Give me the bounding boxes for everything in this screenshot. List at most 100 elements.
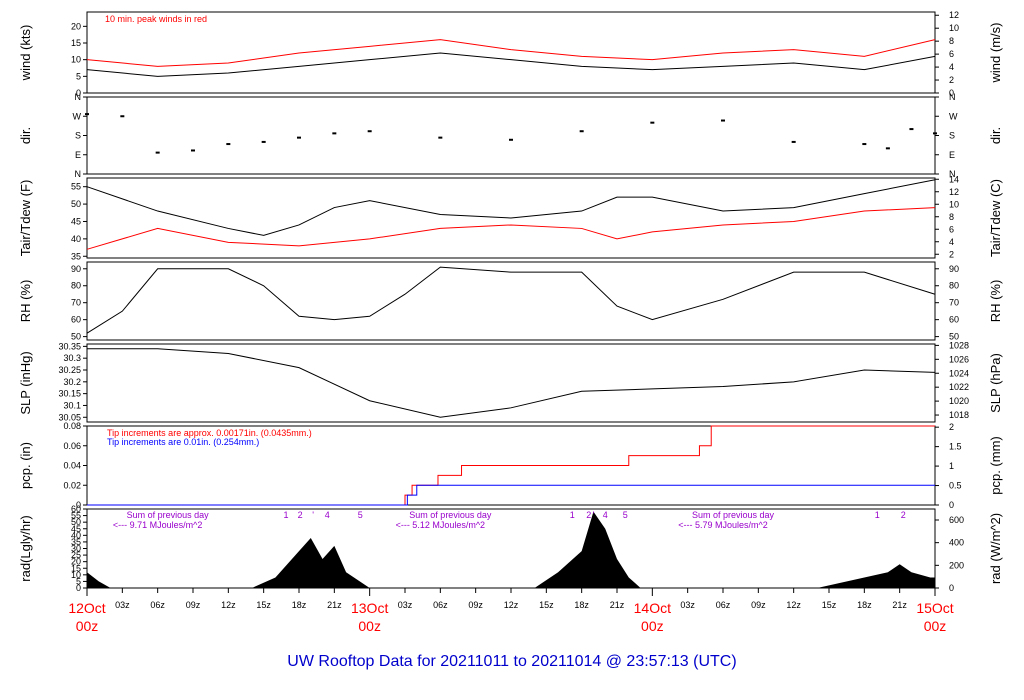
wind-line [86, 52, 936, 77]
rad-left-tick-label: 25 [71, 550, 81, 560]
hour-tick-label: 18z [857, 600, 872, 610]
rad-marker: 5 [623, 510, 628, 520]
hour-tick-label: 15z [822, 600, 837, 610]
pcp-left-tick-label: 0.08 [63, 421, 81, 431]
hour-tick-label: 03z [398, 600, 413, 610]
hour-tick-label: 18z [292, 600, 307, 610]
wind-ylabel-right: wind (m/s) [988, 23, 1003, 84]
dir-point [226, 143, 231, 146]
slp-right-tick-label: 1018 [949, 410, 969, 420]
wind-right-tick-label: 0 [949, 88, 954, 98]
pcp-right-tick-label: 2 [949, 422, 954, 432]
wind-right-tick-label: 2 [949, 75, 954, 85]
temp-right-tick-label: 12 [949, 187, 959, 197]
pcp-annotation-red: Tip increments are approx. 0.00171in. (0… [107, 428, 312, 438]
temp-ylabel: Tair/Tdew (F) [18, 180, 33, 257]
dir-point [509, 138, 513, 141]
dir-frame [86, 96, 936, 175]
day-tick-date: 14Oct [634, 600, 671, 616]
pcp-right-tick-label: 1.5 [949, 442, 962, 452]
dir-right-tick-label: E [949, 150, 955, 160]
rad-frame [86, 508, 936, 589]
rh-right-tick-label: 50 [949, 332, 959, 342]
rad-marker: ' [312, 510, 314, 520]
hour-tick-label: 06z [150, 600, 165, 610]
slp-left-tick-label: 30.15 [58, 389, 81, 399]
dir-point [862, 143, 867, 146]
temp-left-tick-label: 45 [71, 216, 81, 226]
wind-right-tick-label: 6 [949, 49, 954, 59]
rad-marker: 4 [603, 510, 608, 520]
rh-left-tick-label: 90 [71, 264, 81, 274]
rad-left-tick-label: 15 [71, 563, 81, 573]
rad-left-tick-label: 60 [71, 504, 81, 514]
rad-ylabel-right: rad (W/m^2) [988, 513, 1003, 584]
rad-annotation: Sum of previous day [127, 510, 210, 520]
temp-left-tick-label: 40 [71, 234, 81, 244]
rad-annotation: Sum of previous day [409, 510, 492, 520]
slp-frame [86, 343, 936, 423]
temp-line [86, 207, 936, 250]
rad-left-tick-label: 10 [71, 570, 81, 580]
rad-left-tick-label: 50 [71, 517, 81, 527]
hour-tick-label: 12z [786, 600, 801, 610]
dir-point [332, 132, 337, 135]
slp-left-tick-label: 30.3 [63, 353, 81, 363]
rad-left-tick-label: 5 [76, 576, 81, 586]
dir-right-tick-label: W [949, 111, 958, 121]
temp-right-tick-label: 2 [949, 249, 954, 259]
wind-left-tick-label: 10 [71, 55, 81, 65]
dir-right-tick-label: N [949, 92, 956, 102]
panel-temp: 35 40 45 50 55 2 4 6 8 10 12 14 Tair/Tdew (F) Tair/Td… [18, 174, 1003, 261]
pcp-right-tick-label: 0 [949, 500, 954, 510]
slp-right-tick-label: 1028 [949, 340, 969, 350]
rad-right-tick-label: 200 [949, 560, 964, 570]
temp-line [86, 179, 936, 236]
time-axis: 03z 06z 09z 12z 15z 18z 21z 03z 06z 09z 12z 15z 18z 2… [68, 588, 954, 634]
rh-left-tick-label: 60 [71, 315, 81, 325]
rad-right-tick-label: 0 [949, 583, 954, 593]
rad-left-tick-label: 45 [71, 524, 81, 534]
hour-tick-label: 09z [186, 600, 201, 610]
hour-tick-label: 09z [751, 600, 766, 610]
panel-wind: 0 5 10 15 20 0 2 4 6 8 10 12 wind (kts) wind (m/s) 10 … [18, 10, 1003, 98]
dir-left-tick-label: W [73, 111, 82, 121]
dir-left-tick-label: N [75, 169, 82, 179]
dir-point [438, 136, 443, 139]
temp-right-tick-label: 4 [949, 237, 954, 247]
rad-marker: 1 [284, 510, 289, 520]
wind-annotation: 10 min. peak winds in red [105, 14, 207, 24]
rad-annotation: <--- 5.12 MJoules/m^2 [396, 520, 486, 530]
dir-point [791, 140, 796, 143]
dir-right-tick-label: N [949, 169, 956, 179]
rad-marker: 2 [586, 510, 591, 520]
pcp-step-line [87, 484, 935, 506]
rad-left-tick-label: 0 [76, 583, 81, 593]
slp-ylabel: SLP (inHg) [18, 351, 33, 414]
hour-tick-label: 12z [221, 600, 236, 610]
day-tick-date: 15Oct [916, 600, 953, 616]
rad-left-tick-label: 20 [71, 557, 81, 567]
dir-left-tick-label: E [75, 150, 81, 160]
slp-ylabel-right: SLP (hPa) [988, 353, 1003, 413]
rad-annotation: <--- 9.71 MJoules/m^2 [113, 520, 203, 530]
day-tick-time: 00z [76, 618, 99, 634]
rh-left-tick-label: 70 [71, 298, 81, 308]
rad-annotation: Sum of previous day [692, 510, 775, 520]
dir-ylabel-right: dir. [988, 127, 1003, 144]
dir-point [297, 136, 301, 139]
wind-left-tick-label: 20 [71, 21, 81, 31]
wind-right-tick-label: 4 [949, 62, 954, 72]
rad-marker: 2 [298, 510, 303, 520]
pcp-ylabel: pcp. (in) [18, 442, 33, 489]
rad-marker: 5 [358, 510, 363, 520]
hour-tick-label: 15z [539, 600, 554, 610]
rh-line [86, 266, 936, 334]
slp-right-tick-label: 1020 [949, 396, 969, 406]
chart-title: UW Rooftop Data for 20211011 to 20211014… [287, 653, 736, 670]
rad-left-tick-label: 30 [71, 544, 81, 554]
temp-left-tick-label: 55 [71, 182, 81, 192]
temp-right-tick-label: 10 [949, 199, 959, 209]
hour-tick-label: 15z [256, 600, 271, 610]
temp-left-tick-label: 35 [71, 251, 81, 261]
